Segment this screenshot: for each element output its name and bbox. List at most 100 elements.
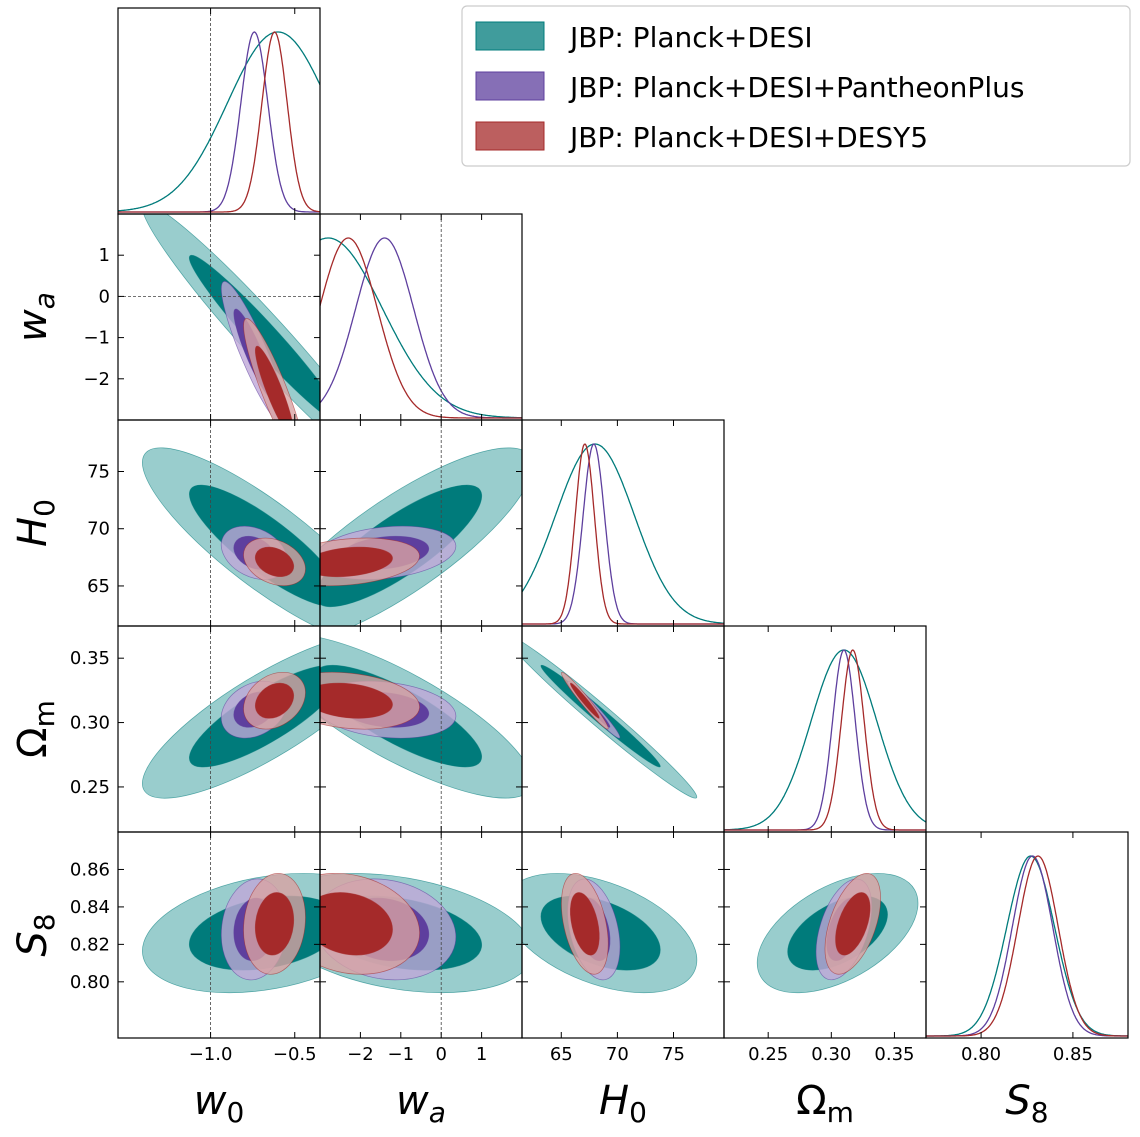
panel-frames <box>117 7 1129 1039</box>
legend: JBP: Planck+DESI JBP: Planck+DESI+Pantheo… <box>461 5 1131 167</box>
marginal-curve-3 <box>320 237 522 419</box>
y-tick-label-Om: 0.35 <box>70 648 110 669</box>
panel-w0-Om <box>142 633 320 799</box>
x-tick-label-w0: −0.5 <box>273 1044 317 1065</box>
x-axis-label-Om-subscript: m <box>827 1096 854 1129</box>
marginal-curve-1 <box>926 855 1128 1037</box>
legend-label-3: JBP: Planck+DESI+DESY5 <box>568 121 928 154</box>
marginal-curve-3 <box>118 31 320 213</box>
x-axis-label-w0-symbol: w <box>194 1078 227 1124</box>
y-axis-label-H0: H0 <box>10 499 61 547</box>
x-tick-label-Om: 0.35 <box>874 1044 914 1065</box>
marginal-curve-2 <box>320 237 522 419</box>
panel-wa-S8 <box>320 872 522 994</box>
y-axis-label-H0-symbol: H <box>10 517 56 547</box>
panel-frame <box>117 7 321 215</box>
reference-lines <box>118 8 442 1038</box>
x-axis-label-H0-subscript: 0 <box>629 1096 647 1129</box>
y-axis-label-Om-subscript: m <box>28 700 61 727</box>
x-tick-label-S8: 0.85 <box>1053 1044 1093 1065</box>
x-tick-label-Om: 0.30 <box>811 1044 851 1065</box>
y-tick-label-S8: 0.86 <box>70 859 110 880</box>
x-axis-label-H0-symbol: H <box>599 1078 629 1124</box>
panel-H0-Om <box>522 633 698 799</box>
marginal-H0 <box>522 443 724 625</box>
marginal-curve-1 <box>320 237 522 419</box>
y-tick-label-Om: 0.25 <box>70 777 110 798</box>
contour-1sigma-3 <box>320 892 393 956</box>
marginal-S8 <box>926 855 1128 1037</box>
contour-1sigma-3 <box>254 546 295 578</box>
x-axis-label-Om-symbol: Ω <box>796 1078 827 1124</box>
panel-H0-S8 <box>522 872 698 994</box>
y-axis-label-wa-subscript: a <box>28 292 61 309</box>
contour-1sigma-3 <box>835 892 871 956</box>
panel-w0-S8 <box>142 872 320 994</box>
panel-wa-Om <box>320 633 522 799</box>
x-axis-label-H0: H0 <box>599 1078 647 1129</box>
panel-Om-S8 <box>756 873 919 994</box>
y-tick-label-wa: −1 <box>83 328 110 349</box>
y-tick-label-S8: 0.84 <box>70 897 110 918</box>
y-axis-label-Om: Ωm <box>10 700 61 758</box>
y-tick-label-wa: 0 <box>99 286 110 307</box>
contour-1sigma-3 <box>254 892 295 956</box>
y-tick-label-wa: −2 <box>83 369 110 390</box>
y-tick-label-H0: 70 <box>87 519 110 540</box>
marginal-curve-1 <box>522 443 724 624</box>
x-axis-label-w0-subscript: 0 <box>226 1096 244 1129</box>
marginal-curve-3 <box>522 443 724 625</box>
marginal-curve-3 <box>926 855 1128 1037</box>
legend-box <box>461 5 1131 167</box>
legend-swatch-3 <box>475 121 545 151</box>
contour-1sigma-3 <box>254 345 295 420</box>
marginal-wa <box>320 237 522 419</box>
panel-frame <box>723 625 927 833</box>
panel-frame <box>925 831 1129 1039</box>
y-axis-label-S8-subscript: 8 <box>28 913 61 931</box>
tick-layer: −1.0 −0.5 −2 −1 0 1 65 70 75 0.25 0.30 0.35 0.80 0.85… <box>70 8 1093 1065</box>
y-tick-label-S8: 0.82 <box>70 934 110 955</box>
x-tick-label-wa: 1 <box>476 1044 487 1065</box>
x-axis-label-wa-symbol: w <box>396 1078 429 1124</box>
marginal-curve-1 <box>724 649 926 831</box>
legend-swatch-2 <box>475 71 545 101</box>
x-tick-label-w0: −1.0 <box>189 1044 233 1065</box>
x-tick-label-H0: 70 <box>606 1044 629 1065</box>
legend-label-1: JBP: Planck+DESI <box>568 21 813 54</box>
legend-label-2: JBP: Planck+DESI+PantheonPlus <box>568 71 1024 104</box>
y-tick-label-Om: 0.30 <box>70 713 110 734</box>
x-tick-label-wa: −1 <box>388 1044 415 1065</box>
marginal-curve-3 <box>724 649 926 831</box>
y-axis-label-S8-symbol: S <box>10 931 56 956</box>
marginal-curve-1 <box>118 31 320 212</box>
panel-w0-H0 <box>142 447 320 626</box>
x-tick-label-S8: 0.80 <box>961 1044 1001 1065</box>
y-axis-label-wa: wa <box>10 292 61 342</box>
y-axis-label-H0-subscript: 0 <box>28 499 61 517</box>
y-axis-label-Om-symbol: Ω <box>10 727 56 758</box>
x-axis-label-wa-subscript: a <box>429 1096 446 1129</box>
y-tick-label-H0: 75 <box>87 462 110 483</box>
marginal-w0 <box>118 31 320 213</box>
marginal-Om <box>724 649 926 831</box>
marginal-curve-2 <box>522 443 724 625</box>
contour-1sigma-3 <box>320 546 393 578</box>
contour-1sigma-3 <box>254 682 295 719</box>
legend-swatch-1 <box>475 21 545 51</box>
x-tick-label-H0: 65 <box>550 1044 573 1065</box>
y-axis-label-wa-symbol: w <box>10 309 56 342</box>
contour-1sigma-3 <box>569 892 600 956</box>
x-axis-label-wa: wa <box>396 1078 446 1129</box>
x-tick-label-wa: −2 <box>347 1044 374 1065</box>
x-tick-label-wa: 0 <box>435 1044 446 1065</box>
panel-w0-wa <box>141 214 320 420</box>
panel-wa-H0 <box>320 447 522 626</box>
y-tick-label-S8: 0.80 <box>70 972 110 993</box>
y-tick-label-wa: 1 <box>99 245 110 266</box>
x-axis-label-w0: w0 <box>194 1078 245 1129</box>
contour-1sigma-3 <box>320 682 393 719</box>
x-tick-label-H0: 75 <box>662 1044 685 1065</box>
